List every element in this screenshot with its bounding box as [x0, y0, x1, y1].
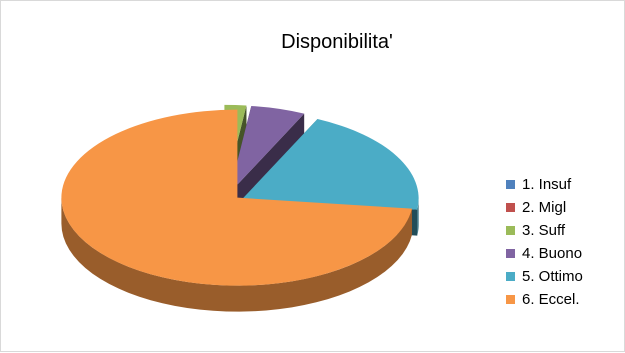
legend-item: 5. Ottimo [506, 265, 583, 288]
legend-item: 2. Migl [506, 196, 583, 219]
legend-label: 1. Insuf [522, 176, 572, 193]
legend-item: 1. Insuf [506, 173, 583, 196]
legend-item: 3. Suff [506, 219, 583, 242]
pie-slice-4 [229, 105, 305, 194]
chart-legend: 1. Insuf 2. Migl 3. Suff 4. Buono 5. Ottimo 6… [506, 173, 583, 311]
legend-swatch [506, 295, 515, 304]
chart-title: Disponibilita' [281, 31, 393, 53]
legend-item: 6. Eccel. [506, 288, 583, 311]
pie-tops [61, 104, 419, 286]
legend-item: 4. Buono [506, 242, 583, 265]
pie-slice-side [61, 197, 413, 312]
pie-slice-wall [229, 113, 305, 220]
legend-label: 4. Buono [522, 245, 583, 262]
legend-swatch [506, 180, 515, 189]
legend-swatch [506, 226, 515, 235]
legend-label: 3. Suff [522, 222, 566, 239]
legend-label: 5. Ottimo [522, 268, 583, 285]
pie-slice-5 [242, 118, 419, 210]
pie-slice-side [417, 198, 419, 236]
legend-swatch [506, 249, 515, 258]
pie-slice-6 [61, 109, 413, 286]
legend-swatch [506, 272, 515, 281]
legend-label: 6. Eccel. [522, 291, 580, 308]
legend-swatch [506, 203, 515, 212]
legend-label: 2. Migl [522, 199, 567, 216]
